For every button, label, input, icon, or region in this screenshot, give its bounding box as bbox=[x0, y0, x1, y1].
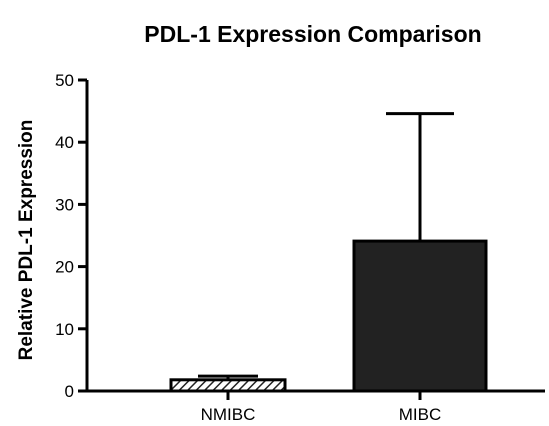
y-tick-label: 50 bbox=[55, 71, 74, 90]
bar-nmibc bbox=[169, 378, 287, 393]
plot-area: 0 10 20 30 40 50 NMIBC MIBC bbox=[55, 71, 545, 424]
y-axis-label: Relative PDL-1 Expression bbox=[16, 120, 37, 361]
y-tick-label: 30 bbox=[55, 195, 74, 214]
category-label-nmibc: NMIBC bbox=[201, 405, 256, 424]
category-label-mibc: MIBC bbox=[399, 405, 442, 424]
y-tick-label: 40 bbox=[55, 133, 74, 152]
bar-mibc bbox=[352, 239, 488, 393]
y-tick-label: 0 bbox=[65, 382, 74, 401]
y-tick-label: 20 bbox=[55, 258, 74, 277]
chart-title: PDL-1 Expression Comparison bbox=[144, 21, 481, 47]
y-tick-label: 10 bbox=[55, 320, 74, 339]
